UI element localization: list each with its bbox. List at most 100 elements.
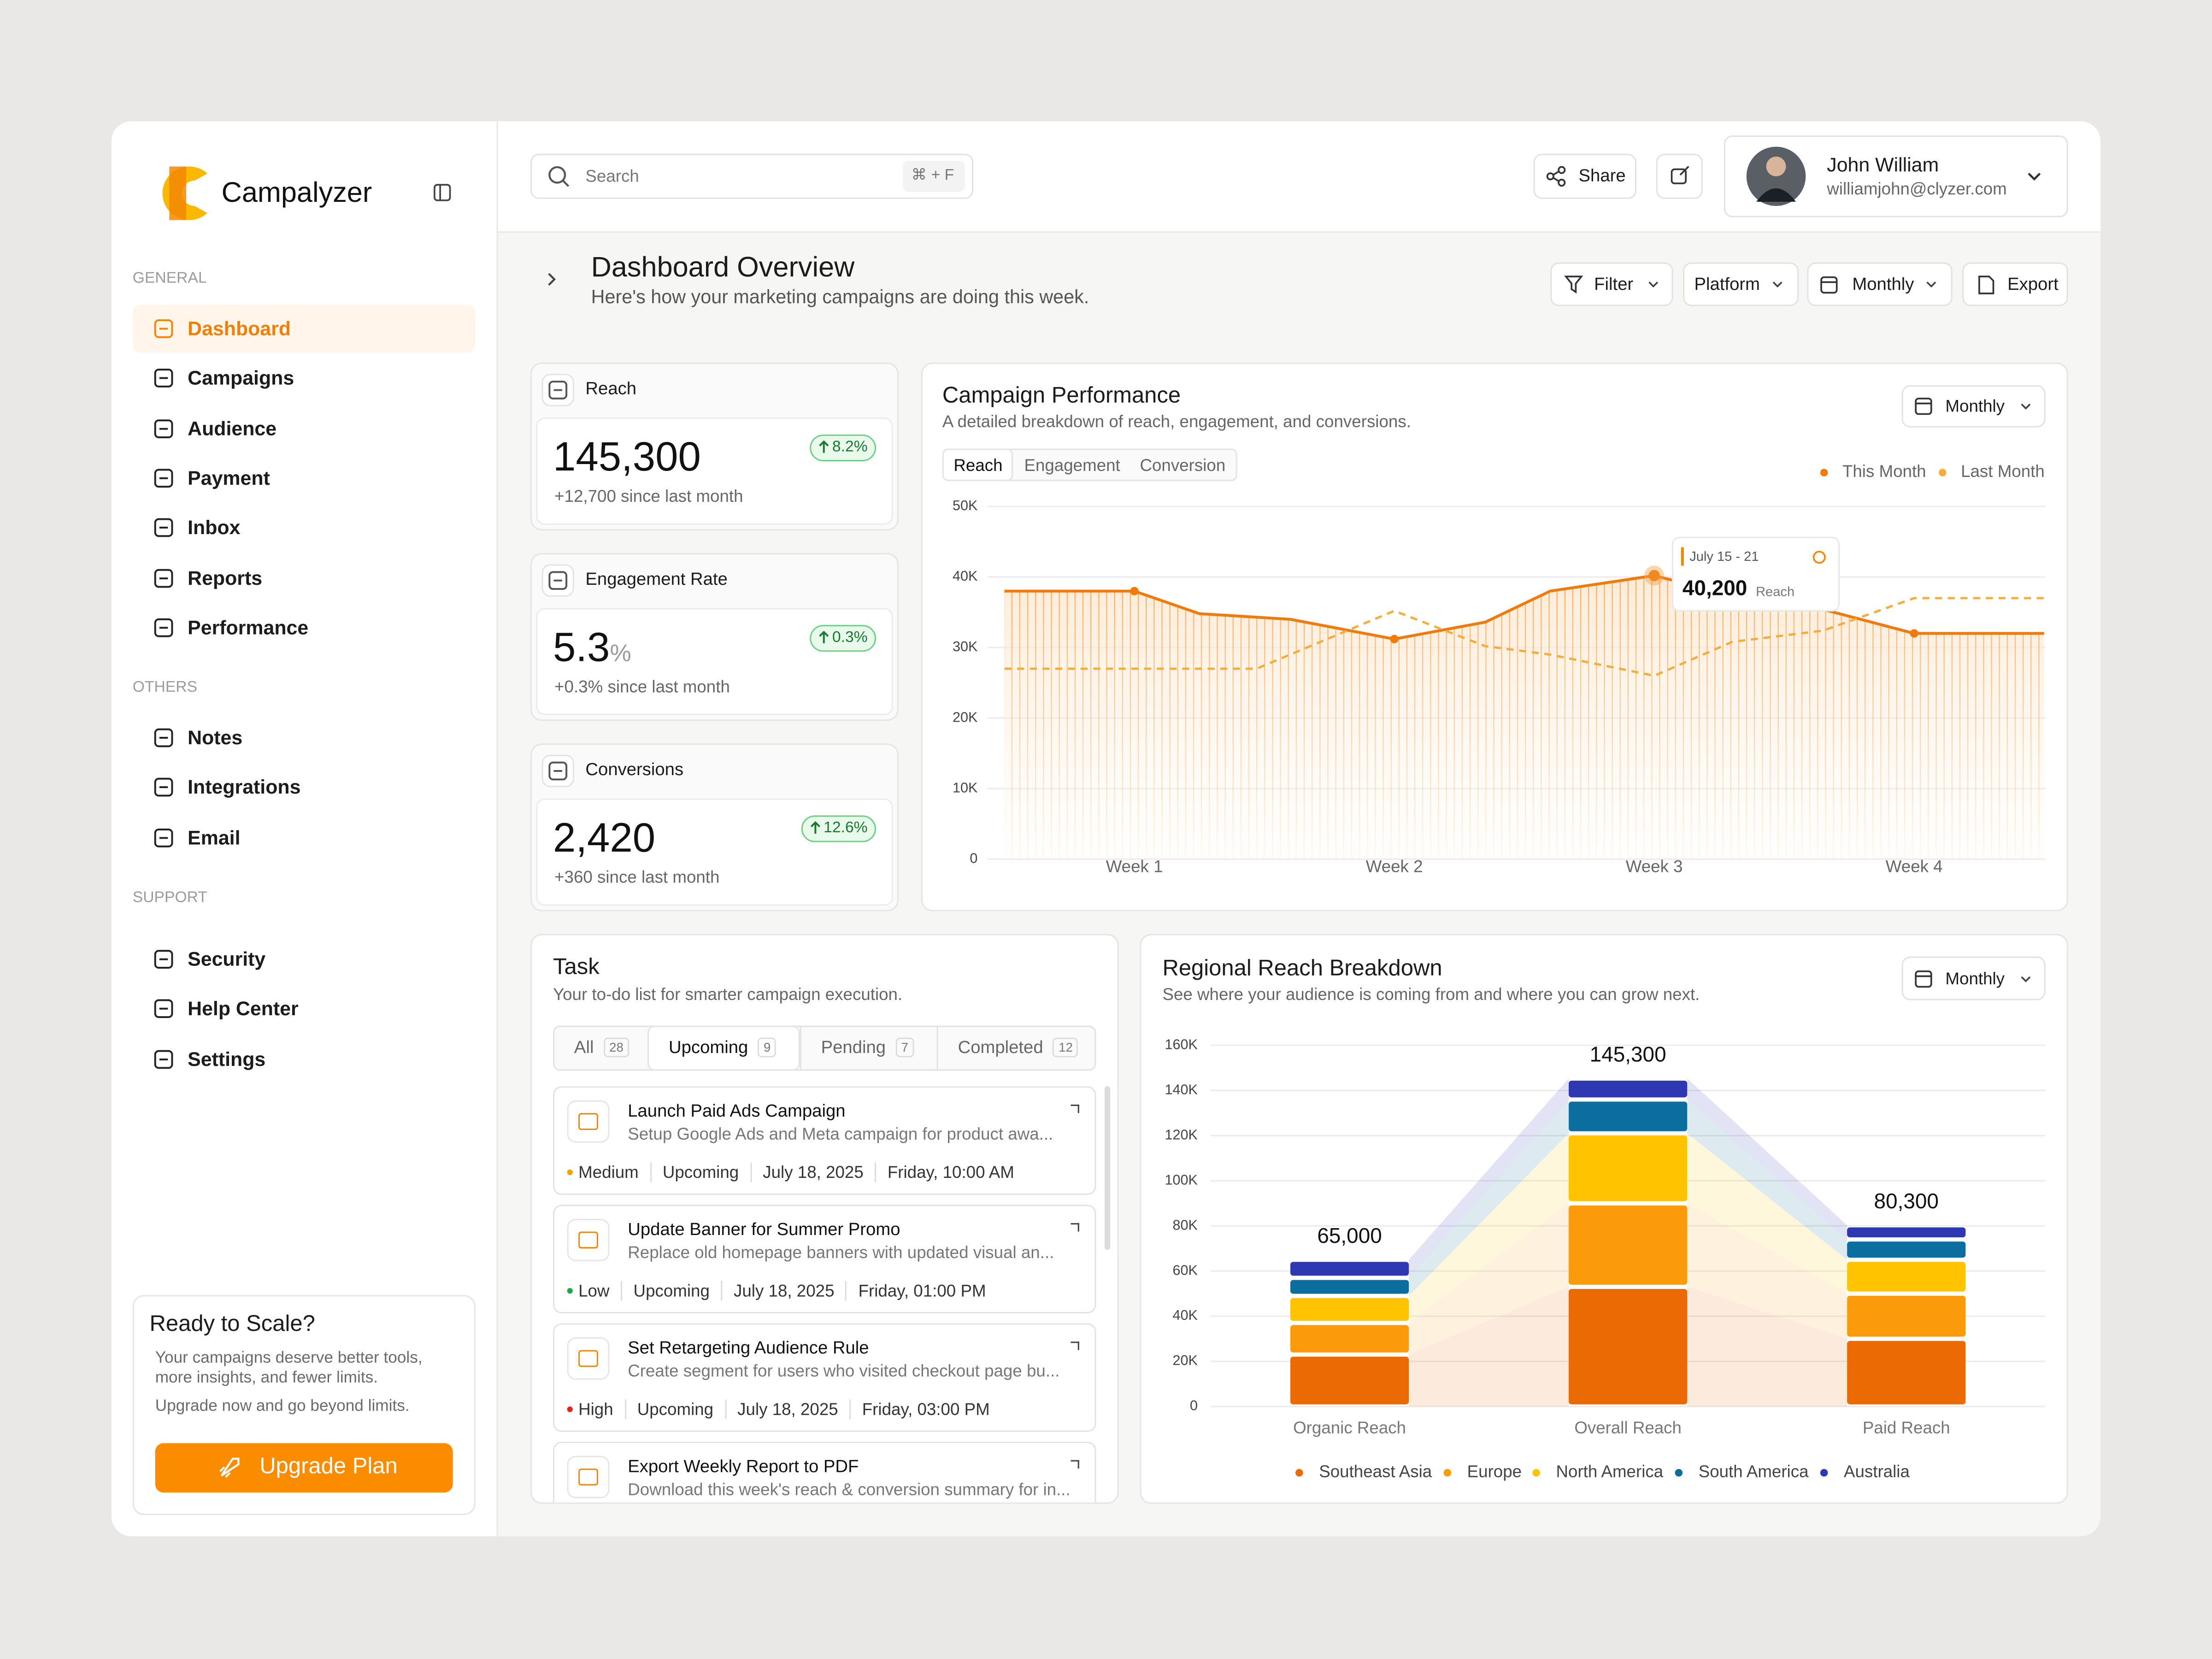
task-item-title: Set Retargeting Audience Rule: [628, 1338, 869, 1358]
nav-item[interactable]: Inbox: [188, 516, 241, 539]
task-tab-label[interactable]: All 28: [574, 1037, 629, 1059]
nav-active-bg: [132, 305, 476, 353]
nav-section-label: SUPPORT: [132, 889, 207, 906]
task-date: July 18, 2025: [721, 1281, 846, 1301]
nav-item[interactable]: Help Center: [188, 997, 299, 1020]
kpi-note: +0.3% since last month: [554, 677, 730, 697]
chart-card: [921, 362, 2068, 912]
task-icon-box: [567, 1456, 610, 1499]
chart-tab[interactable]: Reach: [953, 454, 1003, 475]
nav-item[interactable]: Reports: [188, 566, 263, 589]
header-divider: [496, 121, 498, 232]
open-arrow[interactable]: [1071, 1341, 1079, 1350]
chart-tab[interactable]: Conversion: [1140, 454, 1226, 475]
chart-subtitle: A detailed breakdown of reach, engagemen…: [942, 412, 1411, 432]
control-label[interactable]: Platform: [1694, 273, 1760, 294]
kpi-label: Conversions: [585, 759, 684, 780]
control-label[interactable]: Monthly: [1852, 273, 1914, 294]
task-item[interactable]: Launch Paid Ads Campaign Setup Google Ads…: [553, 1086, 1096, 1195]
task-tab-label[interactable]: Upcoming 9: [669, 1037, 777, 1059]
task-time: Friday, 03:00 PM: [849, 1399, 1001, 1419]
page-title: Dashboard Overview: [591, 252, 855, 284]
kpi-unit: %: [610, 640, 631, 667]
chart-title: Campaign Performance: [942, 384, 1181, 408]
tab-active: [942, 448, 1013, 481]
task-date: July 18, 2025: [750, 1162, 875, 1182]
search-box[interactable]: [530, 153, 974, 199]
nav-item[interactable]: Payment: [188, 466, 270, 489]
user-email: williamjohn@clyzer.com: [1827, 179, 2007, 199]
task-item[interactable]: Export Weekly Report to PDF Download this…: [553, 1441, 1096, 1503]
external-button[interactable]: [1656, 153, 1703, 199]
task-item-title: Launch Paid Ads Campaign: [628, 1101, 846, 1121]
shortcut-label: ⌘ + F: [911, 167, 954, 184]
task-tab[interactable]: [800, 1025, 937, 1071]
task-icon: [578, 1113, 598, 1130]
period-label[interactable]: Monthly: [1945, 396, 2005, 416]
kpi-icon-box: [541, 564, 574, 597]
task-item[interactable]: Set Retargeting Audience Rule Create segm…: [553, 1323, 1096, 1432]
nav-item[interactable]: Integrations: [188, 775, 301, 798]
chart-card: [1140, 934, 2068, 1504]
priority-dot: [567, 1406, 573, 1412]
task-time: Friday, 10:00 AM: [875, 1162, 1025, 1182]
kpi-change-badge: 12.6%: [801, 815, 877, 842]
task-tab[interactable]: [936, 1025, 1096, 1071]
period-label[interactable]: Monthly: [1945, 969, 2005, 989]
task-date: July 18, 2025: [724, 1399, 850, 1419]
chart-tab[interactable]: Engagement: [1024, 454, 1120, 475]
task-priority: Low: [578, 1281, 610, 1301]
task-icon: [578, 1231, 598, 1249]
nav-item[interactable]: Settings: [188, 1047, 266, 1071]
share-label: Share: [1578, 165, 1626, 186]
priority-dot: [567, 1169, 573, 1175]
chart-subtitle: See where your audience is coming from a…: [1162, 984, 1700, 1004]
task-meta: High Upcoming July 18, 2025 Friday, 03:00 P…: [567, 1398, 1001, 1421]
control-label[interactable]: Export: [2007, 273, 2059, 294]
task-tabs: [553, 1025, 1096, 1071]
promo-title: Ready to Scale?: [149, 1312, 315, 1337]
kpi-label: Engagement Rate: [585, 569, 728, 589]
promo-text-2: Upgrade now and go beyond limits.: [155, 1398, 410, 1415]
nav-item[interactable]: Email: [188, 826, 241, 849]
task-tab[interactable]: [647, 1025, 800, 1071]
open-arrow[interactable]: [1071, 1104, 1079, 1113]
task-status: Upcoming: [620, 1281, 721, 1301]
task-tab-count: 28: [603, 1037, 629, 1058]
nav-item[interactable]: Dashboard: [188, 317, 291, 340]
promo-text: Your campaigns deserve better tools, mor…: [155, 1350, 423, 1387]
nav-item[interactable]: Audience: [188, 417, 277, 440]
task-tab-count: 12: [1053, 1037, 1079, 1058]
task-subtitle: Your to-do list for smarter campaign exe…: [553, 984, 903, 1004]
kpi-value: 145,300: [553, 435, 701, 481]
kpi-note: +12,700 since last month: [554, 486, 743, 506]
task-scrollbar: [1104, 1086, 1111, 1250]
open-arrow[interactable]: [1071, 1460, 1079, 1469]
user-name: John William: [1827, 153, 1939, 176]
control-label[interactable]: Filter: [1594, 273, 1634, 294]
task-status: Upcoming: [624, 1399, 724, 1419]
task-item-description: Replace old homepage banners with update…: [628, 1242, 1054, 1263]
kpi-change-badge: 8.2%: [809, 434, 877, 462]
nav-item[interactable]: Performance: [188, 616, 309, 639]
open-arrow[interactable]: [1071, 1223, 1079, 1232]
task-status: Upcoming: [650, 1162, 750, 1182]
nav-item[interactable]: Campaigns: [188, 366, 294, 389]
nav-item[interactable]: Security: [188, 947, 266, 970]
task-icon-box: [567, 1337, 610, 1380]
up-arrow: [810, 821, 820, 834]
task-meta: Medium Upcoming July 18, 2025 Friday, 10:00…: [567, 1161, 1026, 1183]
task-item-description: Download this week's reach & conversion …: [628, 1479, 1071, 1500]
task-meta: Low Upcoming July 18, 2025 Friday, 01:00 PM: [567, 1280, 997, 1302]
upgrade-button[interactable]: [155, 1443, 453, 1493]
upgrade-button-label[interactable]: Upgrade Plan: [259, 1455, 398, 1479]
nav-section-label: OTHERS: [132, 679, 198, 696]
up-arrow: [818, 630, 829, 643]
task-item[interactable]: Update Banner for Summer Promo Replace ol…: [553, 1205, 1096, 1313]
task-tab-label[interactable]: Completed 12: [958, 1037, 1079, 1059]
kpi-change-badge: 0.3%: [809, 625, 877, 652]
nav-item[interactable]: Notes: [188, 726, 243, 749]
task-tab-label[interactable]: Pending 7: [821, 1037, 914, 1059]
task-item-description: Setup Google Ads and Meta campaign for p…: [628, 1124, 1053, 1144]
